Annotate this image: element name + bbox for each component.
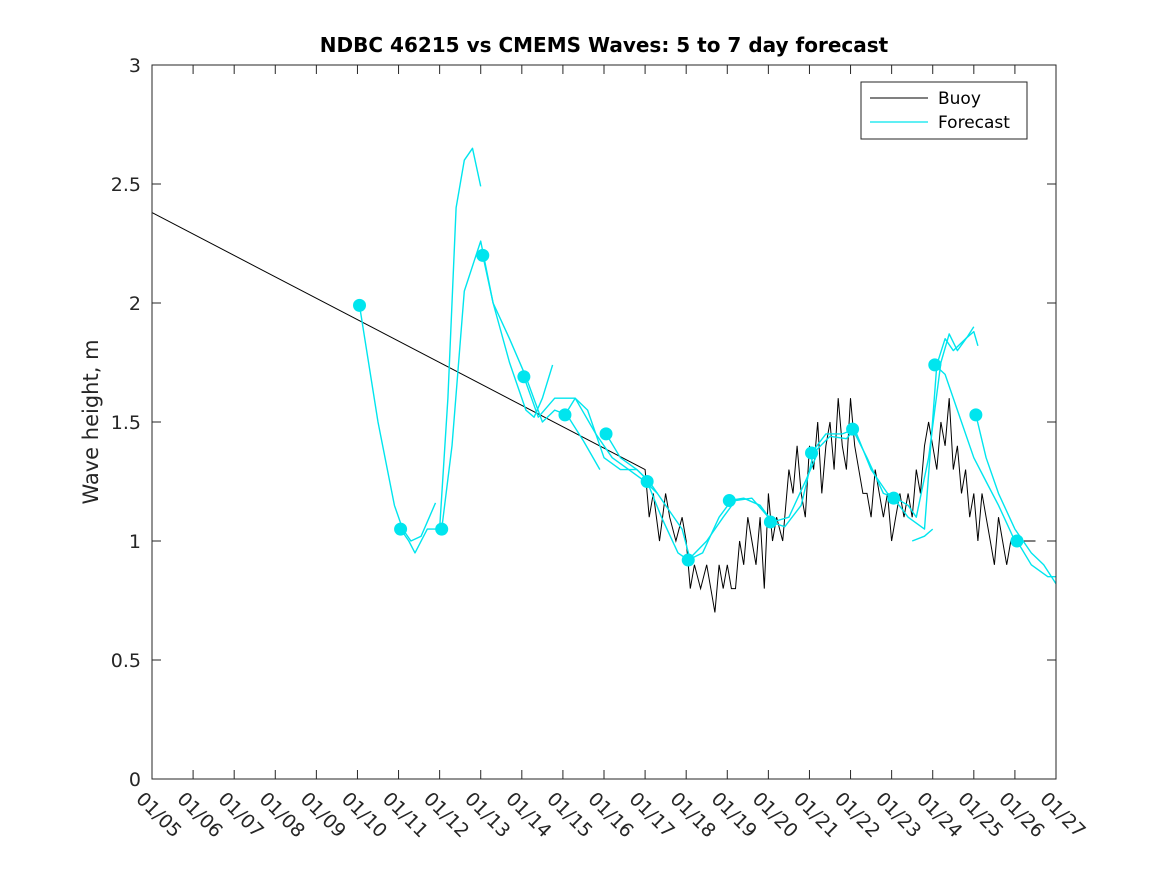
forecast-series-line	[893, 330, 979, 530]
forecast-marker	[681, 553, 695, 567]
plot-area	[152, 65, 1056, 779]
forecast-marker	[599, 427, 613, 441]
forecast-series-line	[400, 147, 482, 554]
y-tick-label: 0.5	[111, 650, 141, 672]
y-tick-label: 2	[129, 293, 141, 315]
forecast-marker	[722, 494, 736, 508]
legend-buoy-label: Buoy	[938, 89, 981, 109]
y-tick-label: 0	[129, 769, 141, 791]
forecast-series-line	[441, 240, 554, 530]
chart-title: NDBC 46215 vs CMEMS Waves: 5 to 7 day fo…	[320, 33, 889, 57]
buoy-series-line	[151, 212, 1036, 613]
forecast-marker	[558, 408, 572, 422]
y-tick-label: 1	[129, 531, 141, 553]
forecast-series-line	[1016, 540, 1056, 578]
forecast-marker	[928, 358, 942, 372]
forecast-series-line	[911, 528, 934, 542]
forecast-marker	[846, 422, 860, 436]
y-axis-label: Wave height, m	[79, 339, 103, 504]
forecast-marker	[1010, 534, 1024, 548]
legend: Buoy Forecast	[860, 81, 1028, 140]
axes-box	[151, 64, 1057, 780]
forecast-marker	[640, 475, 654, 488]
forecast-marker	[435, 522, 449, 536]
forecast-marker	[394, 522, 408, 536]
forecast-marker	[517, 370, 531, 384]
legend-box	[860, 81, 1028, 140]
forecast-marker	[763, 515, 777, 529]
y-tick-label: 3	[129, 55, 141, 77]
forecast-marker	[969, 408, 983, 422]
forecast-series-line	[975, 414, 1057, 585]
forecast-marker	[887, 491, 901, 505]
forecast-series-line	[482, 255, 601, 470]
forecast-series-line	[934, 364, 1016, 542]
legend-forecast-label: Forecast	[938, 113, 1010, 133]
forecast-series-line	[851, 326, 975, 518]
forecast-marker	[353, 298, 367, 312]
forecast-marker	[476, 248, 490, 262]
series-layer	[151, 147, 1057, 613]
y-tick-label: 1.5	[111, 412, 141, 434]
forecast-marker	[805, 446, 819, 460]
y-tick-label: 2.5	[111, 174, 141, 196]
